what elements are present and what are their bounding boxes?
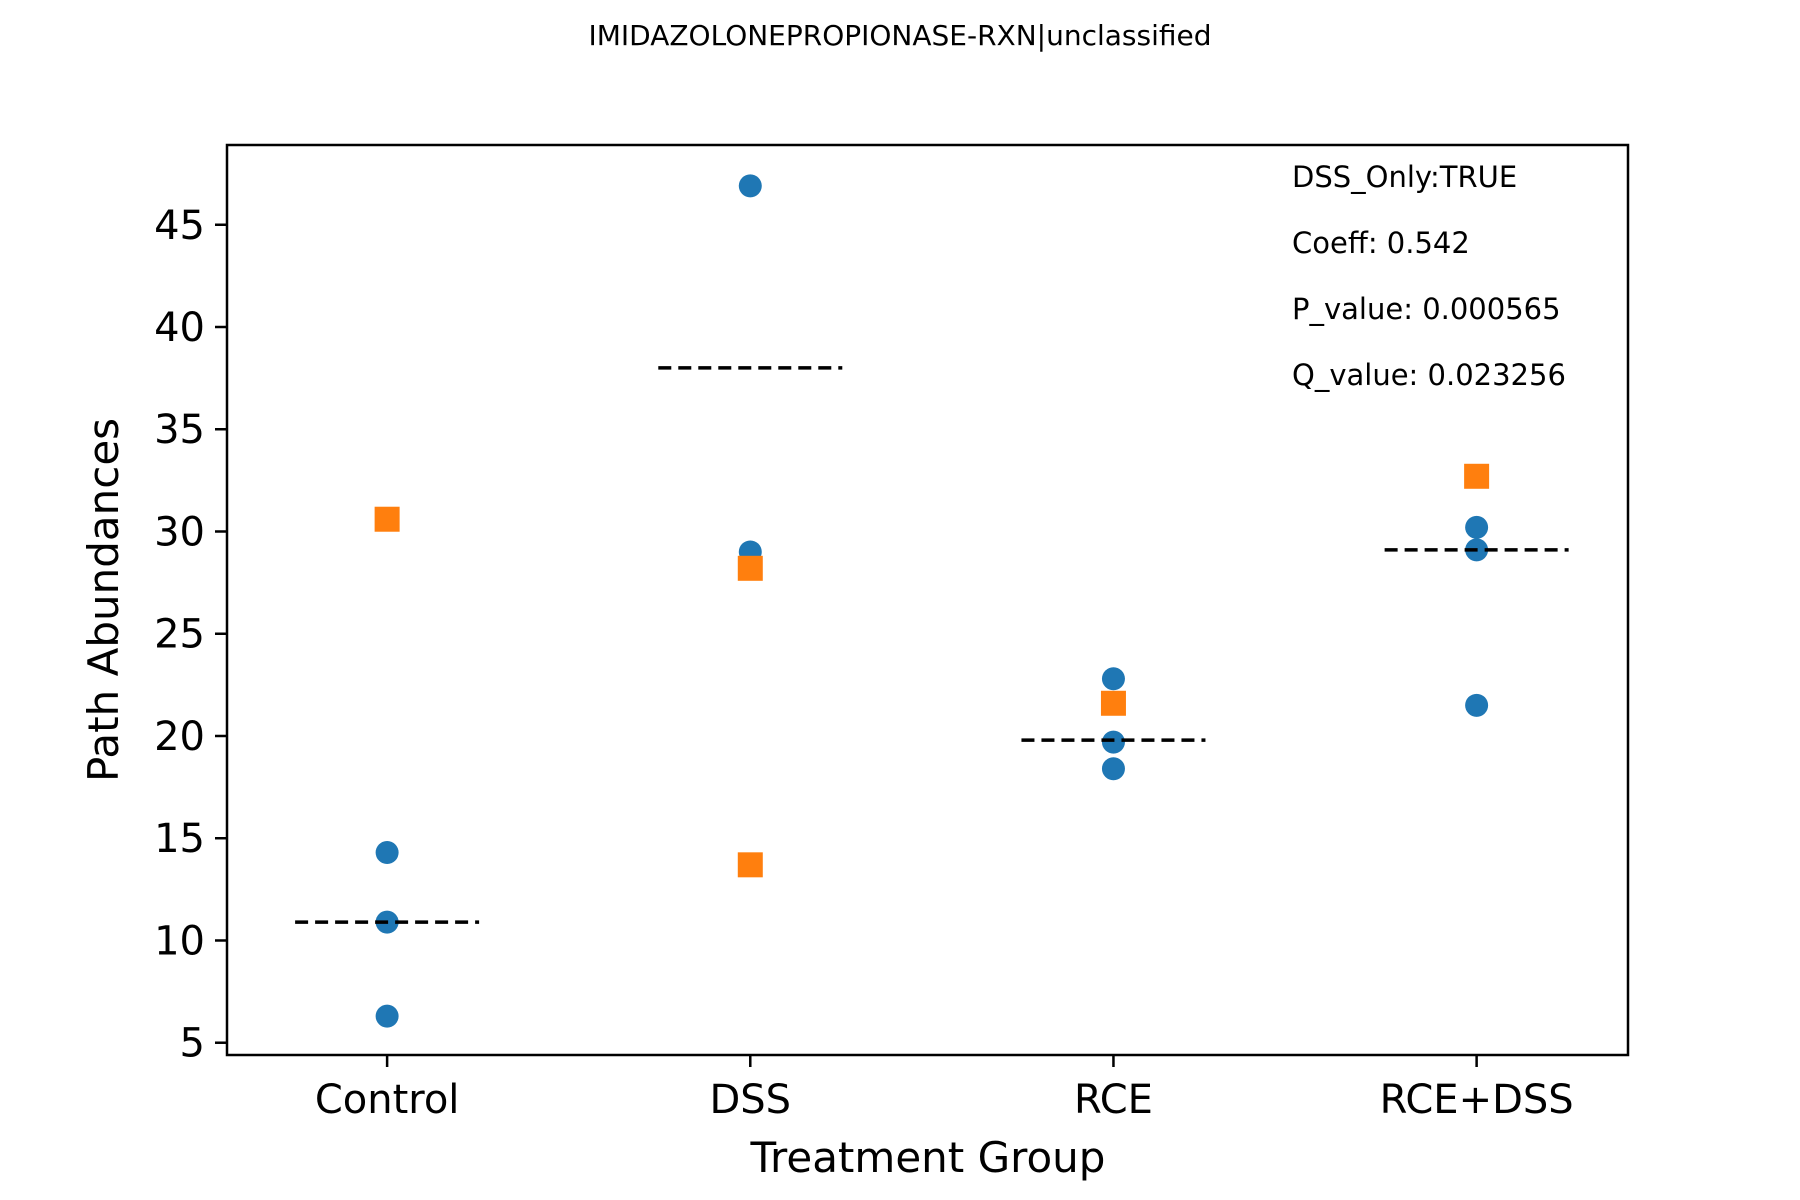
data-point-circle xyxy=(1101,757,1125,781)
data-point-circle xyxy=(1465,515,1489,539)
stats-annotation: P_value: 0.000565 xyxy=(1292,292,1561,326)
mean-lines-layer xyxy=(295,366,1569,924)
x-tick-label: RCE xyxy=(1074,1077,1153,1123)
data-point-circle xyxy=(1101,730,1125,754)
y-tick-label: 45 xyxy=(154,203,205,249)
data-point-square xyxy=(737,852,763,878)
stats-annotation: DSS_Only:TRUE xyxy=(1292,160,1517,194)
x-axis-label: Treatment Group xyxy=(750,1133,1106,1182)
x-tick-label: DSS xyxy=(709,1077,791,1123)
x-tick-label: Control xyxy=(315,1077,460,1123)
y-tick-label: 20 xyxy=(154,714,205,760)
data-point-circle xyxy=(375,841,399,865)
data-point-square xyxy=(737,555,763,581)
x-axis: Control DSS RCE RCE+DSS xyxy=(315,1055,1574,1123)
data-point-square xyxy=(1100,690,1126,716)
stats-annotations: DSS_Only:TRUE Coeff: 0.542 P_value: 0.0005… xyxy=(1292,160,1566,392)
data-point-square xyxy=(1464,463,1490,489)
data-point-square xyxy=(374,506,400,532)
data-point-circle xyxy=(1101,667,1125,691)
stats-annotation: Q_value: 0.023256 xyxy=(1292,358,1566,392)
data-point-circle xyxy=(1465,693,1489,717)
y-tick-label: 30 xyxy=(154,509,205,555)
data-point-circle xyxy=(375,1004,399,1028)
marks-layer xyxy=(374,174,1490,1028)
y-tick-label: 10 xyxy=(154,918,205,964)
y-tick-label: 25 xyxy=(154,612,205,658)
x-tick-label: RCE+DSS xyxy=(1380,1077,1574,1123)
plot-frame xyxy=(225,143,1630,1057)
data-point-circle xyxy=(738,174,762,198)
stats-annotation: Coeff: 0.542 xyxy=(1292,226,1470,260)
y-tick-label: 40 xyxy=(154,305,205,351)
y-tick-label: 35 xyxy=(154,407,205,453)
y-axis-label: Path Abundances xyxy=(79,418,128,782)
y-axis: 5 10 15 20 25 30 35 40 45 xyxy=(154,203,227,1067)
y-tick-label: 5 xyxy=(180,1021,205,1067)
chart-title: IMIDAZOLONEPROPIONASE-RXN|unclassified xyxy=(588,19,1211,52)
y-tick-label: 15 xyxy=(154,816,205,862)
